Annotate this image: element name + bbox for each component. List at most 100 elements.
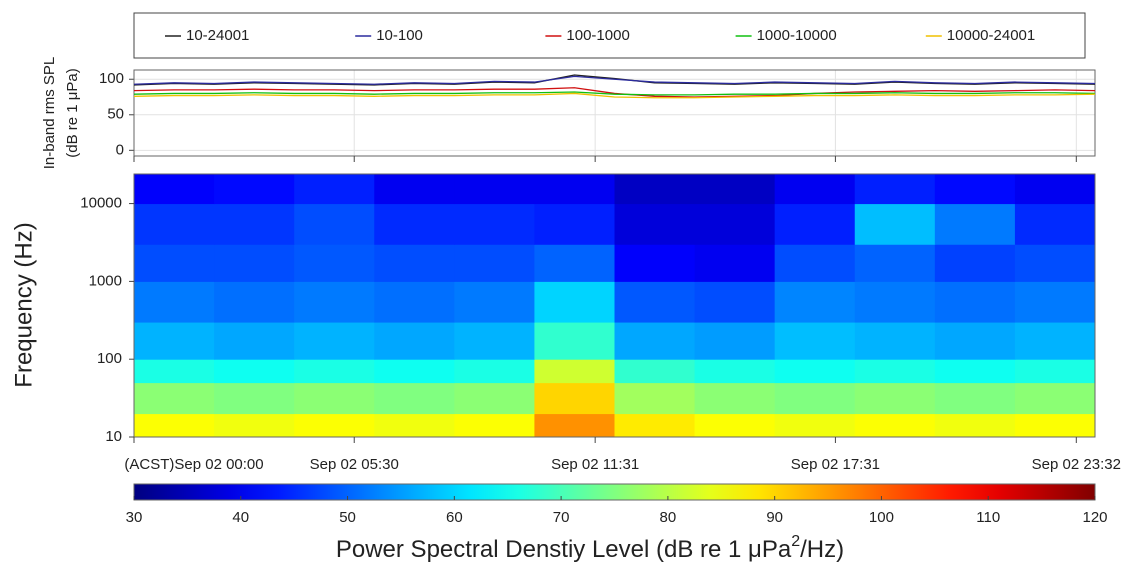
heat-cell	[1014, 382, 1096, 415]
heat-cell	[854, 174, 936, 205]
heat-cell	[374, 174, 455, 205]
label-text: /Hz)	[800, 536, 844, 563]
plot-frame	[133, 173, 1096, 438]
heat-cell	[854, 203, 936, 245]
heat-cell	[614, 174, 696, 205]
y-tick-label: 10000	[80, 195, 122, 212]
heat-cell	[854, 382, 936, 415]
heat-cell	[294, 322, 375, 360]
heat-cell	[1014, 244, 1096, 282]
heat-cell	[614, 203, 696, 245]
series-line	[133, 75, 1096, 85]
heat-cell	[854, 322, 936, 360]
heat-cell	[294, 174, 375, 205]
x-tick-label: Sep 02 05:30	[310, 456, 399, 473]
heat-cell	[614, 382, 696, 415]
heat-cell	[134, 244, 215, 282]
plot-frame	[133, 69, 1096, 157]
heat-cell	[774, 174, 856, 205]
y-tick-label: 50	[107, 106, 124, 123]
heat-cell	[294, 413, 375, 438]
heat-cell	[694, 174, 776, 205]
heat-cell	[694, 203, 776, 245]
heat-cell	[214, 244, 295, 282]
heat-cell	[854, 281, 936, 323]
heat-cell	[694, 322, 776, 360]
heat-cell	[134, 203, 215, 245]
heat-cell	[694, 281, 776, 323]
colorbar-tick-label: 120	[1082, 509, 1107, 526]
heat-cell	[1014, 322, 1096, 360]
series-line	[133, 74, 1096, 86]
heat-cell	[614, 322, 696, 360]
heat-cell	[774, 322, 856, 360]
heat-cell	[374, 413, 455, 438]
heat-cell	[1014, 174, 1096, 205]
heat-cell	[1014, 359, 1096, 384]
heat-cell	[934, 203, 1016, 245]
heat-cell	[534, 244, 615, 282]
heat-cell	[1014, 413, 1096, 438]
heat-cell	[934, 382, 1016, 415]
heat-cell	[934, 322, 1016, 360]
series-line	[133, 92, 1096, 99]
heat-cell	[134, 359, 215, 384]
heat-cell	[294, 281, 375, 323]
heat-cell	[134, 174, 215, 205]
heat-cell	[214, 203, 295, 245]
heat-cell	[774, 382, 856, 415]
y-tick-label: 100	[97, 350, 122, 367]
heat-cell	[774, 413, 856, 438]
heat-cell	[774, 203, 856, 245]
heat-cell	[934, 244, 1016, 282]
colorbar-tick-label: 40	[232, 509, 249, 526]
heat-cell	[454, 413, 535, 438]
y-axis-label: (dB re 1 μPa)	[64, 68, 81, 158]
heat-cell	[294, 244, 375, 282]
heat-cell	[454, 174, 535, 205]
heat-cell	[694, 382, 776, 415]
heat-cell	[694, 359, 776, 384]
heat-cell	[374, 322, 455, 360]
heat-cell	[374, 382, 455, 415]
colorbar-tick-label: 60	[446, 509, 463, 526]
heat-cell	[694, 413, 776, 438]
heat-cell	[374, 244, 455, 282]
heat-cell	[534, 382, 615, 415]
heat-cell	[934, 413, 1016, 438]
heat-cell	[214, 413, 295, 438]
heat-cell	[854, 359, 936, 384]
legend-label: 10-100	[376, 27, 423, 44]
heat-cell	[134, 382, 215, 415]
legend-label: 10-24001	[186, 27, 249, 44]
heat-cell	[534, 174, 615, 205]
heat-cell	[774, 359, 856, 384]
heat-cell	[454, 359, 535, 384]
legend-label: 1000-10000	[757, 27, 837, 44]
y-axis-label: Frequency (Hz)	[10, 222, 37, 387]
heat-cell	[214, 359, 295, 384]
heat-cell	[534, 281, 615, 323]
heat-cell	[534, 203, 615, 245]
heat-cell	[294, 382, 375, 415]
heat-cell	[614, 413, 696, 438]
heat-cell	[1014, 281, 1096, 323]
heat-cell	[854, 244, 936, 282]
series-line	[133, 87, 1096, 98]
y-tick-label: 100	[99, 70, 124, 87]
heat-cell	[134, 413, 215, 438]
heat-cell	[534, 359, 615, 384]
heat-cell	[294, 359, 375, 384]
legend-label: 100-1000	[566, 27, 629, 44]
heat-cell	[934, 174, 1016, 205]
heat-cell	[454, 322, 535, 360]
heat-cell	[454, 281, 535, 323]
heat-cell	[134, 322, 215, 360]
x-tick-label: Sep 02 17:31	[791, 456, 880, 473]
heat-cell	[934, 359, 1016, 384]
colorbar-tick-label: 50	[339, 509, 356, 526]
x-tick-label: Sep 02 11:31	[551, 456, 639, 473]
series-line	[133, 91, 1096, 96]
heat-cell	[214, 322, 295, 360]
